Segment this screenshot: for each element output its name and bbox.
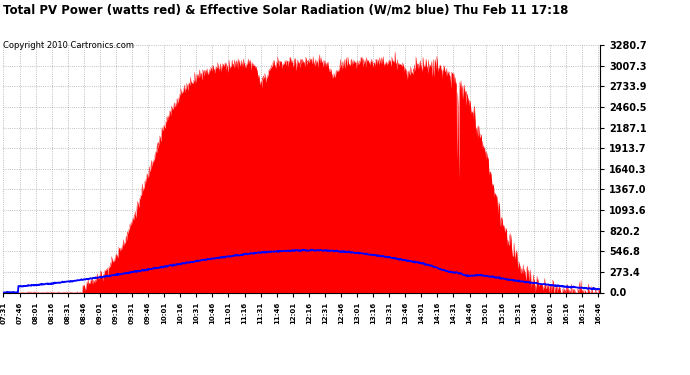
Text: Copyright 2010 Cartronics.com: Copyright 2010 Cartronics.com: [3, 41, 135, 50]
Text: Total PV Power (watts red) & Effective Solar Radiation (W/m2 blue) Thu Feb 11 17: Total PV Power (watts red) & Effective S…: [3, 4, 569, 17]
